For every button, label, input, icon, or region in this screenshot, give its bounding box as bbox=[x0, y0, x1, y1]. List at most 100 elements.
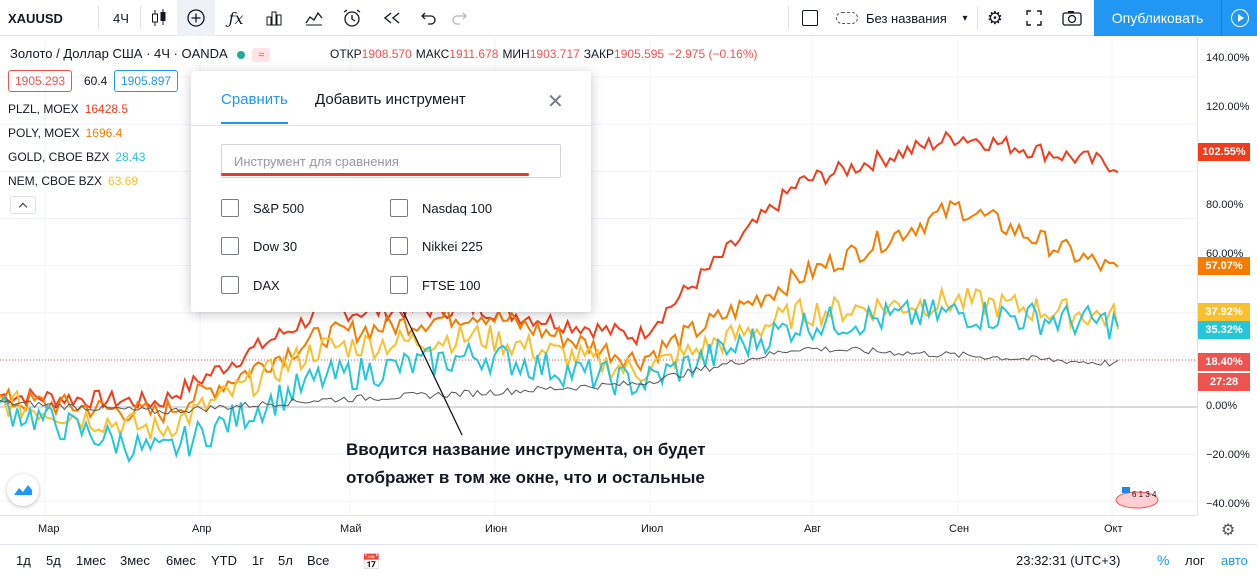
y-axis-label: 120.00% bbox=[1206, 101, 1250, 113]
checkbox-box[interactable] bbox=[221, 276, 239, 294]
camera-icon[interactable] bbox=[1054, 0, 1090, 36]
compare-symbol-value: 28.43 bbox=[115, 150, 146, 164]
compare-option-label: DAX bbox=[253, 277, 280, 293]
x-axis-label: Мар bbox=[38, 523, 60, 535]
goto-date-icon[interactable]: 📅 bbox=[362, 554, 381, 571]
price-scale[interactable] bbox=[1197, 37, 1257, 515]
log-scale-toggle[interactable]: лог bbox=[1185, 553, 1205, 568]
alert-clock-icon[interactable] bbox=[334, 0, 370, 36]
earnings-badge-icon[interactable]: 6 1 3 4 bbox=[1114, 484, 1160, 510]
main-legend[interactable]: Золото / Доллар США · 4Ч · OANDA ≈ bbox=[10, 46, 271, 62]
clock-timezone[interactable]: 23:32:31 (UTC+3) bbox=[1016, 553, 1121, 568]
compare-symbol-name: NEM, CBOE BZX bbox=[8, 174, 103, 188]
compare-option-checkbox[interactable]: DAX bbox=[221, 276, 280, 294]
compare-option-label: Nasdaq 100 bbox=[422, 200, 493, 216]
scale-settings-gear-icon[interactable]: ⚙ bbox=[1221, 522, 1236, 539]
dialog-divider bbox=[191, 125, 591, 126]
compare-plus-icon[interactable] bbox=[177, 0, 215, 36]
toolbar-divider bbox=[98, 6, 99, 30]
tab-compare[interactable]: Сравнить bbox=[221, 91, 288, 124]
compare-option-checkbox[interactable]: S&P 500 bbox=[221, 199, 304, 217]
checkbox-box[interactable] bbox=[390, 237, 408, 255]
compare-option-checkbox[interactable]: Nasdaq 100 bbox=[390, 199, 492, 217]
play-icon bbox=[1230, 9, 1249, 27]
series-line[interactable] bbox=[0, 298, 1119, 464]
publish-menu-button[interactable] bbox=[1221, 0, 1257, 36]
series-line[interactable] bbox=[0, 285, 1119, 440]
market-open-dot bbox=[236, 50, 245, 59]
replay-icon[interactable] bbox=[374, 0, 410, 36]
highlight-underline bbox=[221, 173, 529, 176]
redo-icon[interactable] bbox=[444, 0, 474, 36]
close-icon[interactable]: ✕ bbox=[547, 91, 564, 113]
settings-gear-icon[interactable]: ⚙ bbox=[986, 7, 1004, 28]
range-button[interactable]: 3мес bbox=[120, 553, 150, 568]
y-axis-price-tag: 37.92% bbox=[1198, 303, 1250, 321]
compare-legend-item[interactable]: NEM, CBOE BZX 63.69 bbox=[8, 174, 138, 188]
compare-symbol-name: POLY, MOEX bbox=[8, 126, 80, 140]
bid-price[interactable]: 1905.293 bbox=[8, 70, 73, 92]
y-axis-price-tag: 102.55% bbox=[1198, 143, 1250, 161]
x-axis-label: Апр bbox=[192, 523, 212, 535]
y-axis-price-tag: 57.07% bbox=[1198, 257, 1250, 275]
range-button[interactable]: 1г bbox=[252, 553, 264, 568]
publish-button[interactable]: Опубликовать bbox=[1094, 0, 1221, 36]
series-line[interactable] bbox=[0, 346, 1119, 415]
series-line[interactable] bbox=[0, 199, 1119, 425]
interval-button[interactable]: 4Ч bbox=[113, 10, 129, 26]
compare-option-checkbox[interactable]: Dow 30 bbox=[221, 237, 297, 255]
compare-symbol-value: 16428.5 bbox=[84, 102, 129, 116]
auto-scale-toggle[interactable]: авто bbox=[1221, 553, 1248, 568]
y-axis-label: −40.00% bbox=[1206, 498, 1250, 510]
tab-add-symbol[interactable]: Добавить инструмент bbox=[315, 91, 466, 108]
ohlc-key: ОТКР bbox=[330, 47, 362, 61]
x-axis-label: Авг bbox=[804, 523, 822, 535]
range-button[interactable]: Все bbox=[307, 553, 330, 568]
range-button[interactable]: 1мес bbox=[76, 553, 106, 568]
y-axis-price-tag: 35.32% bbox=[1198, 321, 1250, 339]
indicators-fx-icon[interactable]: ƒx bbox=[228, 8, 244, 28]
compare-legend-item[interactable]: PLZL, MOEX 16428.5 bbox=[8, 102, 128, 116]
compare-option-checkbox[interactable]: FTSE 100 bbox=[390, 276, 481, 294]
compare-legend-item[interactable]: POLY, MOEX 1696.4 bbox=[8, 126, 122, 140]
range-button[interactable]: 1д bbox=[16, 553, 31, 568]
range-button[interactable]: YTD bbox=[211, 553, 237, 568]
fullscreen-square-icon[interactable] bbox=[792, 0, 828, 36]
checkbox-box[interactable] bbox=[390, 199, 408, 217]
badge-text: 6 1 3 4 bbox=[1132, 490, 1157, 499]
legend-title: Золото / Доллар США · 4Ч · OANDA bbox=[10, 46, 227, 61]
compare-legend-item[interactable]: GOLD, CBOE BZX 28.43 bbox=[8, 150, 145, 164]
range-button[interactable]: 5д bbox=[46, 553, 61, 568]
chevron-down-icon[interactable]: ▾ bbox=[962, 12, 968, 24]
cloud-icon bbox=[836, 12, 858, 24]
checkbox-box[interactable] bbox=[390, 276, 408, 294]
range-button[interactable]: 6мес bbox=[166, 553, 196, 568]
ohlc-key: ЗАКР bbox=[583, 47, 615, 61]
tradingview-logo-icon[interactable] bbox=[7, 474, 39, 506]
checkbox-box[interactable] bbox=[221, 237, 239, 255]
collapse-legend-button[interactable] bbox=[10, 196, 36, 214]
undo-icon[interactable] bbox=[412, 0, 446, 36]
symbol-search-button[interactable]: XAUUSD bbox=[8, 10, 63, 26]
layout-name-button[interactable]: Без названия bbox=[836, 0, 976, 36]
time-scale[interactable] bbox=[0, 515, 1197, 543]
spread-value: 60.4 bbox=[84, 74, 108, 88]
templates-icon[interactable] bbox=[256, 0, 292, 36]
compare-option-label: FTSE 100 bbox=[422, 277, 481, 293]
ask-price[interactable]: 1905.897 bbox=[114, 70, 179, 92]
compare-dialog: Сравнить Добавить инструмент ✕ S&P 500 Na… bbox=[191, 71, 591, 312]
top-toolbar: XAUUSD 4Ч ƒx bbox=[0, 0, 1257, 36]
chart-type-icon[interactable] bbox=[296, 0, 332, 36]
compare-option-checkbox[interactable]: Nikkei 225 bbox=[390, 237, 483, 255]
ohlc-value: −2.975 (−0.16%) bbox=[668, 47, 758, 61]
expand-icon[interactable] bbox=[1016, 0, 1052, 36]
percent-scale-toggle[interactable]: % bbox=[1157, 552, 1170, 568]
compare-search-input[interactable] bbox=[221, 144, 561, 178]
checkbox-box[interactable] bbox=[221, 199, 239, 217]
candles-icon[interactable] bbox=[141, 0, 177, 36]
y-axis-label: −20.00% bbox=[1206, 449, 1250, 461]
ohlc-value: 1903.717 bbox=[529, 47, 580, 61]
toolbar-divider bbox=[977, 6, 978, 30]
x-axis-label: Май bbox=[340, 523, 362, 535]
range-button[interactable]: 5л bbox=[278, 553, 293, 568]
